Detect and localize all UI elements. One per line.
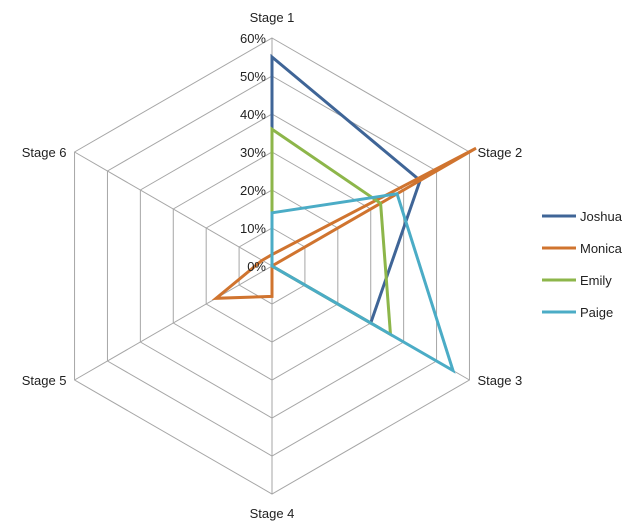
category-label: Stage 3 — [477, 373, 522, 388]
tick-label: 10% — [240, 221, 266, 236]
series-line-monica — [211, 146, 477, 300]
tick-label: 50% — [240, 69, 266, 84]
category-label: Stage 5 — [22, 373, 67, 388]
legend-label: Emily — [580, 273, 612, 288]
tick-label: 30% — [240, 145, 266, 160]
category-label: Stage 2 — [477, 145, 522, 160]
legend-label: Monica — [580, 241, 623, 256]
tick-label: 0% — [247, 259, 266, 274]
category-label: Stage 4 — [250, 506, 295, 521]
tick-label: 40% — [240, 107, 266, 122]
series-line-paige — [270, 192, 456, 374]
grid-spoke — [74, 265, 273, 381]
category-label: Stage 1 — [250, 10, 295, 25]
legend: Joshua Monica Emily Paige — [542, 209, 623, 320]
radar-series — [211, 53, 477, 374]
tick-label: 60% — [240, 31, 266, 46]
radial-tick-labels: 0% 10% 20% 30% 40% 50% 60% — [240, 31, 266, 274]
legend-label: Joshua — [580, 209, 623, 224]
legend-label: Paige — [580, 305, 613, 320]
category-labels: Stage 1 Stage 2 Stage 3 Stage 4 Stage 5 Stage… — [22, 10, 523, 521]
category-label: Stage 6 — [22, 145, 67, 160]
tick-label: 20% — [240, 183, 266, 198]
grid-spoke — [74, 151, 273, 267]
